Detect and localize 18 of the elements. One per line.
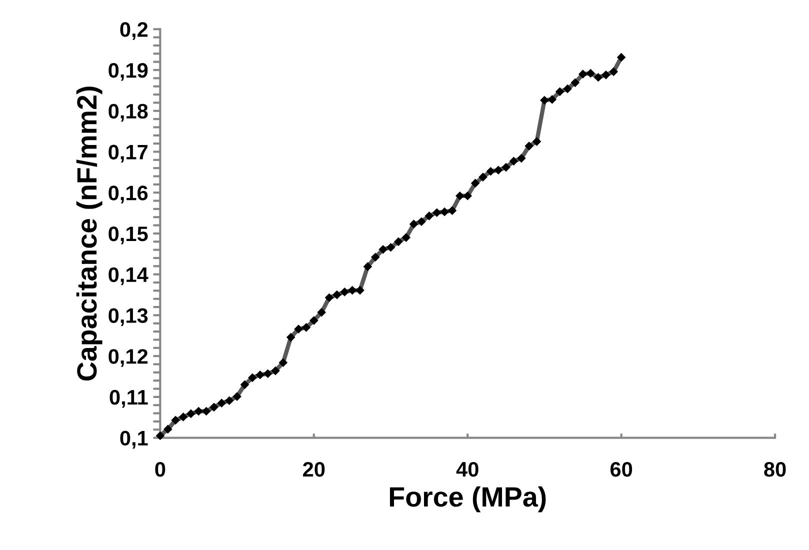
y-tick-label: 0,14 — [108, 267, 148, 286]
y-tick-label: 0,13 — [108, 308, 148, 326]
x-tick-label: 20 — [303, 462, 325, 477]
y-tick-label: 0,19 — [108, 63, 148, 81]
x-tick-label: 80 — [764, 462, 786, 477]
y-tick-label: 0,17 — [108, 144, 148, 163]
x-tick-label: 40 — [456, 462, 478, 477]
y-tick-label: 0,16 — [108, 186, 148, 204]
y-tick-label: 0,12 — [108, 349, 148, 367]
y-tick-label: 0,1 — [120, 430, 148, 449]
y-tick-label: 0,11 — [110, 390, 148, 408]
x-tick-label: 0 — [155, 462, 166, 477]
x-axis-title: Force (MPa) — [390, 486, 546, 512]
y-tick-label: 0,2 — [120, 22, 148, 40]
y-axis-title: Capacitance (nF/mm2) — [76, 86, 102, 381]
y-tick-label: 0,15 — [108, 226, 148, 244]
x-tick-label: 60 — [610, 462, 632, 477]
y-tick-label: 0,18 — [108, 104, 148, 122]
